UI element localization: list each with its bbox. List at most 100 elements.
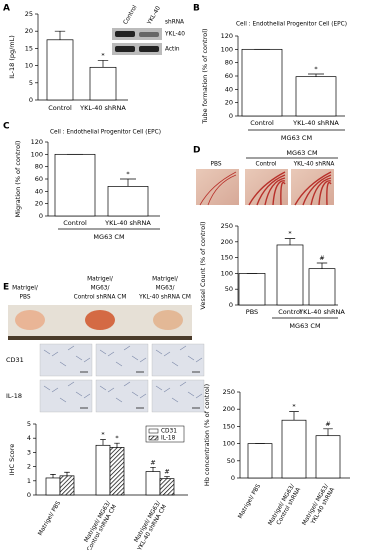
tissue-stain xyxy=(123,381,131,387)
y-tick-label: 1 xyxy=(27,477,31,485)
tissue-stain xyxy=(43,385,51,391)
y-axis-label: Migration (% of control) xyxy=(14,141,22,218)
y-tick-label: 0 xyxy=(29,96,33,104)
significance-marker: * xyxy=(126,170,130,178)
blot-column-label: YKL-40 xyxy=(146,5,162,26)
error-bar xyxy=(164,476,170,479)
tissue-stain xyxy=(99,385,107,391)
x-tick-label: PBS xyxy=(246,308,258,316)
legend-swatch xyxy=(148,428,159,434)
ihc-image xyxy=(151,379,205,413)
significance-marker: * xyxy=(115,434,119,442)
y-tick-label: 120 xyxy=(31,138,43,146)
y-tick-label: 150 xyxy=(223,422,235,430)
image-label: Control xyxy=(256,162,277,168)
tissue-stain xyxy=(171,397,179,403)
tissue-stain xyxy=(59,397,67,403)
vessel xyxy=(326,181,332,206)
tissue-stain xyxy=(83,357,91,363)
image-label: YKL-40 shRNA xyxy=(293,162,335,168)
ihc-image xyxy=(95,379,149,413)
y-tick-label: 20 xyxy=(35,200,43,208)
y-tick-label: 100 xyxy=(221,45,233,53)
y-tick-label: 50 xyxy=(225,285,233,293)
group-label: MG63 CM xyxy=(281,134,312,142)
x-tick-label: YKL-40 shRNA xyxy=(79,104,126,112)
y-tick-label: 5 xyxy=(29,79,33,87)
image-column-label: Control shRNA CM xyxy=(74,295,127,301)
image-row-label: CD31 xyxy=(6,356,24,364)
error-bar xyxy=(308,73,324,77)
bar xyxy=(281,419,307,479)
y-tick-label: 100 xyxy=(221,269,233,277)
ruler xyxy=(8,336,192,340)
panel-letter: E xyxy=(3,283,9,293)
vessel xyxy=(272,180,286,206)
error-bar xyxy=(100,439,106,446)
tissue-stain xyxy=(131,355,139,361)
tissue-stain xyxy=(51,351,59,357)
significance-marker: * xyxy=(314,65,318,73)
bar xyxy=(46,39,74,101)
significance-marker: * xyxy=(101,431,105,439)
y-tick-label: 3 xyxy=(27,448,31,456)
tissue-stain xyxy=(187,391,195,397)
image-column-label: MG63/ xyxy=(156,286,175,292)
cam-image xyxy=(196,169,239,205)
tissue-stain xyxy=(171,361,179,367)
legend-label: IL-18 xyxy=(161,436,176,442)
blot-row-label: YKL-40 xyxy=(164,32,185,38)
image-label: PBS xyxy=(210,162,221,168)
tissue-stain xyxy=(131,391,139,397)
y-tick-label: 25 xyxy=(25,10,33,18)
bar xyxy=(109,447,125,496)
significance-marker: # xyxy=(319,254,324,262)
y-tick-label: 0 xyxy=(27,491,31,499)
image-column-label: YKL-40 shRNA CM xyxy=(138,295,191,301)
bar xyxy=(241,48,283,117)
y-axis-label: Hb concentration (% of control) xyxy=(203,384,211,486)
tissue-stain xyxy=(99,349,107,355)
legend-swatch xyxy=(148,435,159,441)
image-column-label: PBS xyxy=(19,295,30,301)
matrigel-plug xyxy=(153,310,183,330)
vessel xyxy=(318,180,332,206)
tissue-stain xyxy=(179,345,187,351)
image-row-label: IL-18 xyxy=(6,392,22,400)
significance-marker: # xyxy=(325,420,330,428)
vessel xyxy=(264,177,286,206)
error-bar xyxy=(284,238,296,245)
tissue-stain xyxy=(67,345,75,351)
legend-label: CD31 xyxy=(161,429,177,435)
vessel xyxy=(310,177,332,206)
x-tick-label: Matrigel/ PBS xyxy=(38,500,63,537)
tissue-stain xyxy=(75,391,83,397)
vessel xyxy=(280,181,286,206)
x-tick-label: Matrigel/ PBS xyxy=(238,483,263,520)
blot-band xyxy=(139,32,159,37)
image-group-label: MG63 CM xyxy=(286,149,317,157)
vessel xyxy=(248,171,286,206)
y-tick-label: 0 xyxy=(231,474,235,482)
y-axis-label: IL-18 (pg/mL) xyxy=(8,35,16,79)
y-tick-label: 20 xyxy=(225,99,233,107)
tissue-stain xyxy=(179,381,187,387)
bar xyxy=(315,435,341,479)
y-tick-label: 250 xyxy=(223,388,235,396)
bar xyxy=(89,66,117,101)
bar xyxy=(95,444,111,496)
image-column-label: Matrigel/ xyxy=(12,286,38,292)
tissue-stain xyxy=(107,387,115,393)
significance-marker: # xyxy=(150,458,155,466)
panel-letter: D xyxy=(193,146,200,156)
significance-marker: # xyxy=(164,468,169,476)
error-bar xyxy=(64,471,70,476)
tissue-stain xyxy=(155,385,163,391)
x-tick-label: Control xyxy=(278,308,302,316)
tissue-stain xyxy=(187,355,195,361)
significance-marker: * xyxy=(101,51,105,59)
bar xyxy=(59,475,75,496)
tissue-stain xyxy=(115,397,123,403)
x-tick-label: Control xyxy=(250,119,274,127)
